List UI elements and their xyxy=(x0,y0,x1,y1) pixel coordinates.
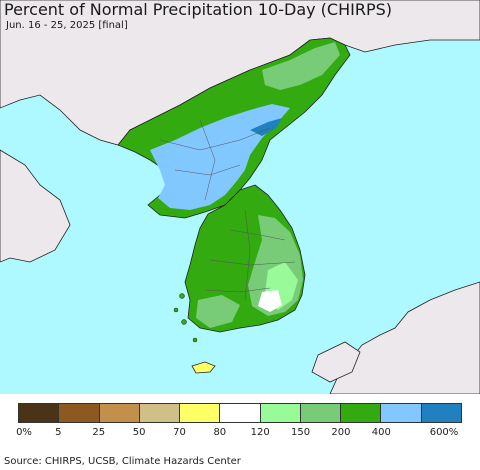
south-korea-white xyxy=(258,290,282,312)
legend-swatch xyxy=(139,404,181,422)
legend-swatch xyxy=(421,404,461,422)
legend-tick-label: 200 xyxy=(331,427,351,438)
map-subtitle: Jun. 16 - 25, 2025 [final] xyxy=(6,20,128,31)
china-peninsula-land xyxy=(0,149,71,263)
legend-tick-label: 400 xyxy=(371,427,391,438)
legend-tick-label: 50 xyxy=(132,427,146,438)
south-korea-sw-lightgreen xyxy=(196,295,240,328)
legend-swatch xyxy=(180,404,221,422)
legend-tick-label: 5 xyxy=(55,427,62,438)
legend-tick-label: 120 xyxy=(250,427,270,438)
legend-tick-label: 80 xyxy=(213,427,227,438)
legend-swatch xyxy=(59,404,100,422)
map-title: Percent of Normal Precipitation 10-Day (… xyxy=(4,0,393,19)
province-borders xyxy=(159,119,296,301)
source-credit: Source: CHIRPS, UCSB, Climate Hazards Ce… xyxy=(4,456,241,467)
legend-swatch xyxy=(220,404,261,422)
legend-tick-label: 0% xyxy=(16,427,32,438)
legend-swatch xyxy=(99,404,140,422)
map-svg xyxy=(0,0,480,394)
legend-swatch xyxy=(19,404,60,422)
legend-tick-label: 150 xyxy=(290,427,311,438)
legend-swatch xyxy=(300,404,342,422)
west-islands xyxy=(173,293,198,343)
legend-colorbar xyxy=(18,403,462,423)
precipitation-map xyxy=(0,0,480,394)
japan-land xyxy=(329,281,480,394)
legend-swatch xyxy=(260,404,301,422)
north-korea-lightgreen xyxy=(262,42,340,90)
legend-swatch xyxy=(341,404,382,422)
legend-tick-label: 25 xyxy=(92,427,106,438)
north-korea-darkblue xyxy=(250,118,282,136)
legend-tick-label: 70 xyxy=(173,427,186,438)
legend-tick-label: 600% xyxy=(429,427,459,438)
japan-island xyxy=(311,341,361,383)
legend-swatch xyxy=(381,404,422,422)
jeju-island xyxy=(191,361,216,374)
